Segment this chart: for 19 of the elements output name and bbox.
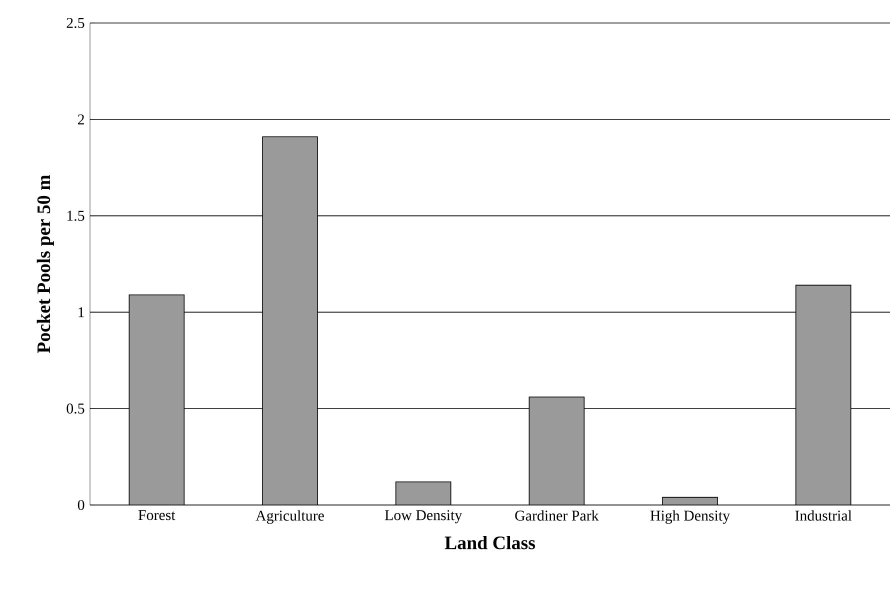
bar [528, 396, 585, 505]
x-tick-label: Low Density [384, 510, 462, 524]
y-tick-label: 0 [78, 500, 84, 510]
x-tick-label: Industrial [795, 510, 852, 521]
bar [128, 294, 185, 505]
y-tick-label: 1 [78, 307, 84, 318]
y-axis-title: Pocket Pools per 50 m [36, 174, 54, 354]
y-tick-label: 2.5 [66, 18, 84, 28]
x-tick-label: Agriculture [256, 510, 324, 524]
x-tick-label: High Density [650, 510, 730, 524]
bar [795, 284, 852, 505]
x-axis-title: Land Class [444, 536, 536, 550]
y-tick-label: 2 [78, 114, 84, 124]
bar [395, 481, 452, 505]
bar [262, 136, 318, 505]
x-tick-label: Forest [138, 510, 176, 520]
y-tick-label: 0.5 [66, 404, 84, 414]
y-tick-label: 1.5 [67, 210, 84, 221]
x-tick-label: Gardiner Park [515, 510, 599, 521]
